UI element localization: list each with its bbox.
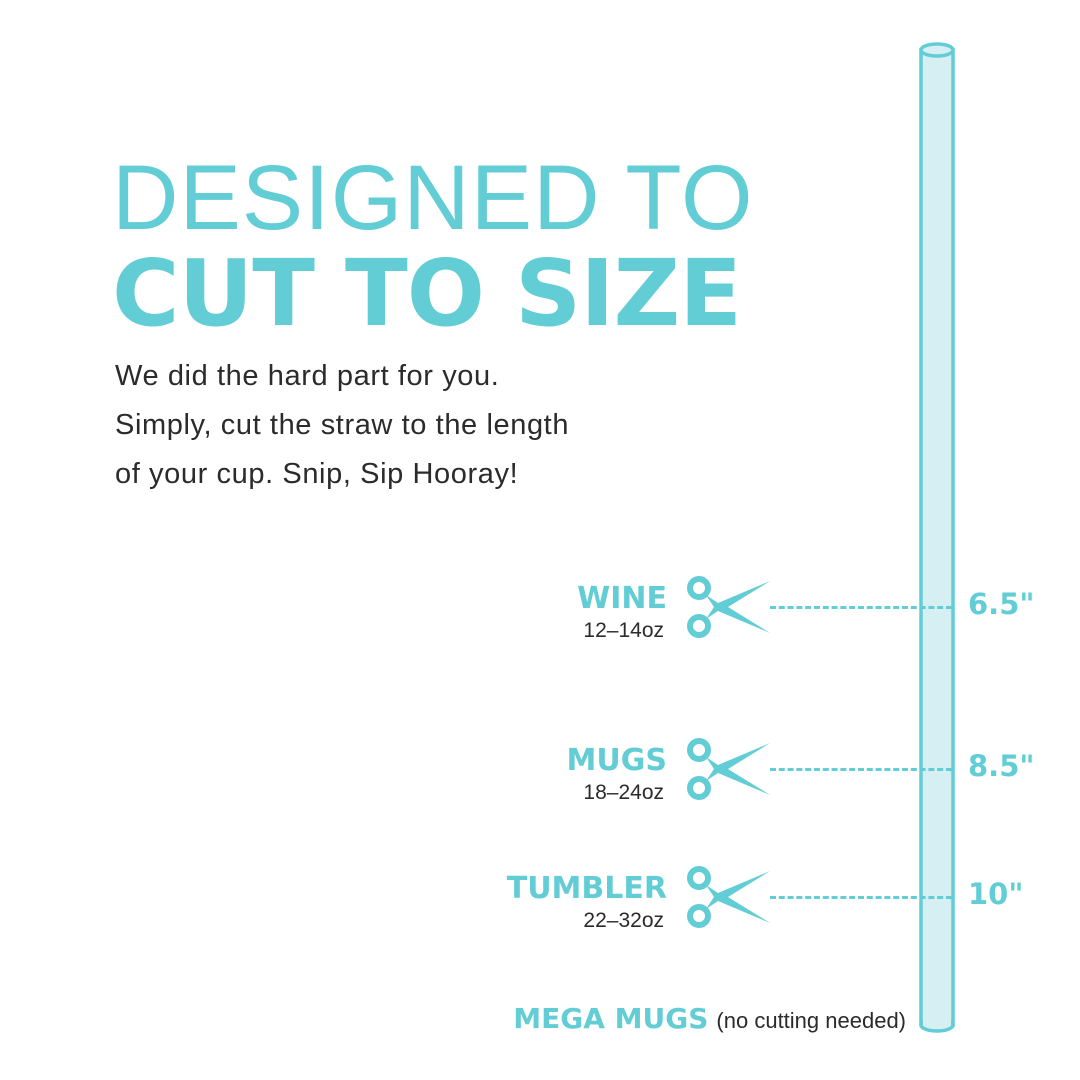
straw-illustration [919, 42, 955, 1033]
cut-line [770, 896, 952, 899]
description-line: of your cup. Snip, Sip Hooray! [115, 458, 519, 490]
scissors-icon [687, 576, 770, 638]
cut-line [770, 768, 952, 771]
cup-size: 18–24oz [583, 781, 664, 804]
cup-label: TUMBLER [506, 871, 667, 906]
cut-length: 8.5" [968, 749, 1035, 783]
title-line-1: DESIGNED TO [112, 147, 754, 249]
description-line: We did the hard part for you. [115, 360, 500, 392]
cut-length: 10" [968, 877, 1024, 911]
cup-size: 12–14oz [583, 619, 664, 642]
title-line-2: CUT TO SIZE [112, 240, 742, 347]
cut-line [770, 606, 952, 609]
mega-mugs-subtext: (no cutting needed) [716, 1008, 906, 1033]
cup-label: WINE [577, 581, 667, 616]
mega-mugs-note: MEGA MUGS (no cutting needed) [513, 1002, 906, 1035]
cup-label: MUGS [566, 743, 667, 778]
scissors-icon [687, 866, 770, 928]
description: We did the hard part for you. Simply, cu… [115, 352, 569, 499]
mega-mugs-label: MEGA MUGS [513, 1002, 709, 1035]
scissors-icon [687, 738, 770, 800]
cup-size: 22–32oz [583, 909, 664, 932]
cut-length: 6.5" [968, 587, 1035, 621]
description-line: Simply, cut the straw to the length [115, 409, 570, 441]
